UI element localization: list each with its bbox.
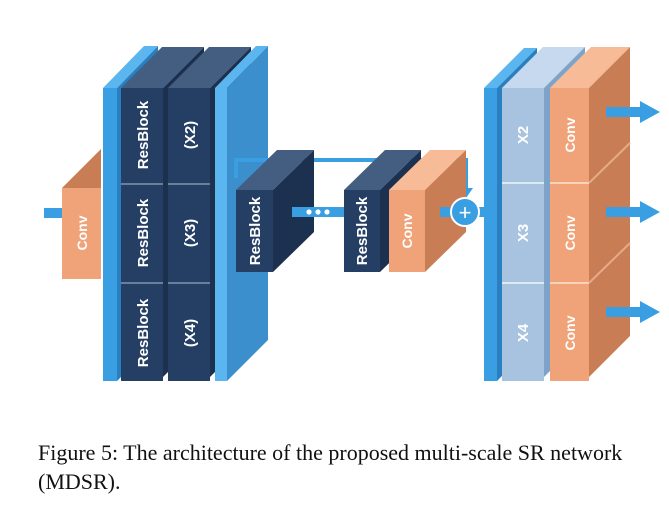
output-arrow-x2 [606, 101, 660, 123]
input-arrow [44, 208, 62, 218]
upsample-conv-x3-label: Conv [562, 215, 578, 250]
output-arrow-x4 [606, 301, 660, 323]
input-conv-block: Conv [62, 149, 101, 279]
upsample-conv-x2-label: Conv [562, 117, 578, 152]
output-arrow-x3 [606, 201, 660, 223]
preprocess-scale-x3-label: (X3) [182, 219, 199, 247]
mdsr-architecture-diagram: Conv ResBlock ResBlock ResBlock (X2) (X3… [44, 46, 660, 381]
upsample-conv-x4-label: Conv [562, 315, 578, 350]
upsample-scale-x2-label: X2 [515, 126, 532, 144]
add-node: + [440, 197, 484, 227]
input-conv-label: Conv [74, 215, 90, 250]
preprocess-scale-x2-label: (X2) [182, 121, 199, 149]
ellipsis-connector [292, 207, 344, 217]
preprocess-resblock-x2-label: ResBlock [135, 100, 152, 169]
main-resblock-first-label: ResBlock [247, 196, 264, 265]
figure-caption: Figure 5: The architecture of the propos… [38, 440, 623, 494]
preprocess-resblock-x4-label: ResBlock [135, 298, 152, 367]
preprocess-resblock-x3-label: ResBlock [135, 198, 152, 267]
upsample-scale-x3-label: X3 [515, 224, 532, 242]
upsample-scale-x4-label: X4 [515, 323, 532, 342]
add-symbol: + [459, 200, 472, 225]
main-resblock-last-label: ResBlock [354, 196, 371, 265]
main-conv-label: Conv [399, 213, 415, 248]
preprocess-scale-x4-label: (X4) [182, 319, 199, 347]
